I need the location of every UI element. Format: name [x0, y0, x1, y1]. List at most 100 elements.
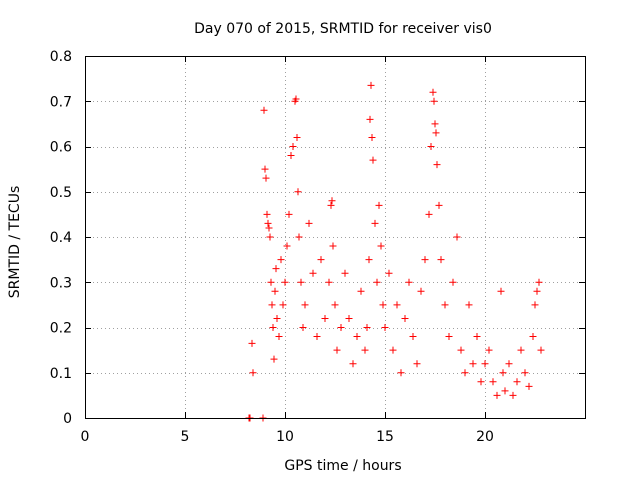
data-point: [499, 369, 507, 377]
data-point: [465, 301, 473, 309]
data-point: [473, 333, 481, 341]
data-point: [531, 301, 539, 309]
data-point: [294, 188, 302, 196]
data-point: [337, 324, 345, 331]
data-point: [493, 391, 501, 399]
data-point: [357, 287, 365, 295]
data-point: [264, 219, 272, 227]
data-point: [371, 219, 379, 227]
data-point: [273, 314, 281, 322]
data-point: [262, 174, 270, 182]
data-point: [297, 278, 305, 286]
data-point: [277, 256, 285, 264]
data-point: [421, 256, 429, 264]
data-point: [361, 346, 369, 354]
data-point: [367, 81, 375, 89]
y-axis-label: SRMTID / TECUs: [7, 186, 23, 299]
data-point: [249, 369, 257, 377]
data-point: [521, 369, 529, 377]
y-tick-label: 0.4: [50, 230, 72, 246]
data-point: [267, 278, 275, 286]
data-point: [445, 333, 453, 341]
data-point: [365, 256, 373, 264]
y-tick-label: 0.7: [50, 94, 72, 110]
data-point: [377, 242, 385, 250]
y-tick-label: 0.2: [50, 321, 72, 337]
data-point: [513, 378, 521, 386]
y-tick-label: 0.8: [50, 49, 72, 65]
data-point: [293, 133, 301, 141]
data-point: [289, 143, 297, 150]
data-point: [283, 242, 291, 250]
data-point: [401, 314, 409, 322]
data-point: [535, 278, 543, 286]
data-point: [405, 278, 413, 286]
data-point: [363, 324, 371, 331]
data-point: [477, 378, 485, 386]
data-point: [313, 333, 321, 341]
data-point: [270, 355, 278, 363]
y-tick-label: 0.3: [50, 275, 72, 291]
data-point: [272, 265, 280, 273]
data-point: [379, 301, 387, 309]
data-point: [435, 201, 443, 209]
data-point: [469, 360, 477, 368]
data-point: [263, 210, 271, 218]
data-point: [432, 129, 440, 137]
data-point: [285, 210, 293, 218]
x-tick-label: 15: [376, 429, 394, 445]
data-point: [328, 197, 336, 205]
data-point: [381, 324, 389, 331]
data-point: [305, 219, 313, 227]
data-point: [517, 346, 525, 354]
data-point: [453, 233, 461, 241]
data-point: [430, 97, 438, 105]
data-point: [389, 346, 397, 354]
data-point: [271, 287, 279, 295]
data-point: [425, 210, 433, 218]
data-point: [331, 301, 339, 309]
data-point: [266, 233, 274, 241]
data-point: [427, 143, 435, 150]
data-point: [489, 378, 497, 386]
data-point: [279, 301, 287, 309]
chart-title: Day 070 of 2015, SRMTID for receiver vis…: [194, 21, 492, 37]
data-point: [329, 242, 337, 250]
data-point: [533, 287, 541, 295]
x-axis-tick-labels: 0 5 10 15 20: [81, 429, 494, 445]
data-point: [301, 301, 309, 309]
data-point: [369, 156, 377, 164]
data-point: [321, 314, 329, 322]
x-tick-label: 20: [476, 429, 494, 445]
data-point: [269, 324, 277, 331]
data-point: [292, 95, 300, 103]
data-point: [366, 115, 374, 123]
data-point: [325, 278, 333, 286]
y-tick-label: 0.1: [50, 366, 72, 382]
x-tick-label: 10: [276, 429, 294, 445]
data-point: [525, 382, 533, 390]
data-point: [449, 278, 457, 286]
data-point: [417, 287, 425, 295]
grid-lines: [85, 56, 585, 418]
data-point: [260, 106, 268, 114]
data-point: [349, 360, 357, 368]
data-point: [265, 224, 273, 232]
data-point: [397, 369, 405, 377]
data-point: [327, 201, 335, 209]
data-point: [317, 256, 325, 264]
data-point: [333, 346, 341, 354]
data-point: [287, 152, 295, 160]
data-points: [245, 81, 545, 422]
data-point: [375, 201, 383, 209]
data-point: [309, 269, 317, 277]
data-point: [461, 369, 469, 377]
data-point: [353, 333, 361, 341]
data-point: [281, 278, 289, 286]
data-point: [295, 233, 303, 241]
data-point: [268, 301, 276, 309]
data-point: [505, 360, 513, 368]
data-point: [429, 88, 437, 96]
data-point: [433, 161, 441, 169]
